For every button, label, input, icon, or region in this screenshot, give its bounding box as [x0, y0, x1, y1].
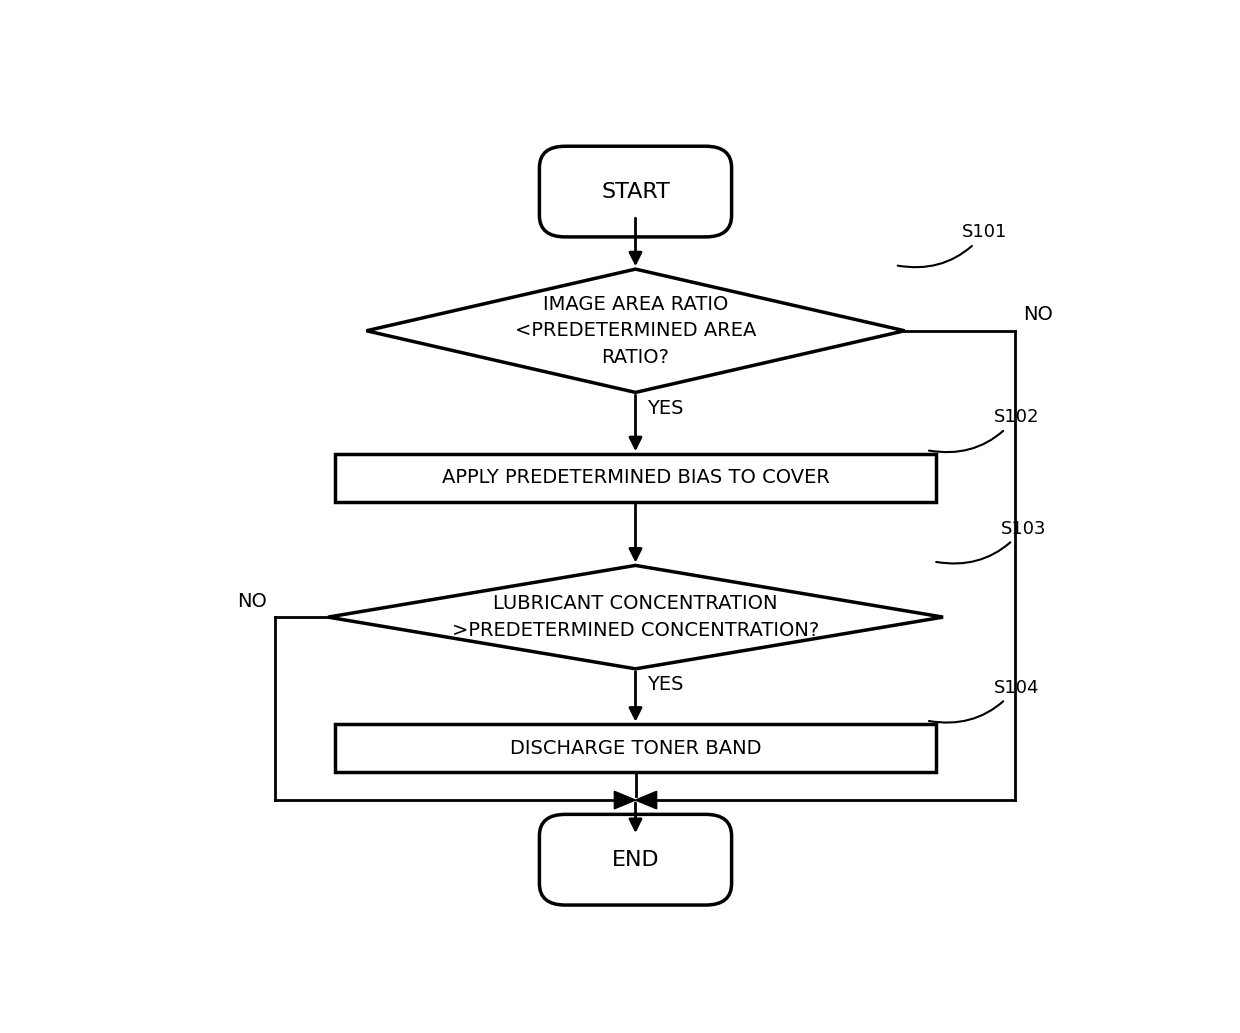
Text: S102: S102 — [929, 408, 1039, 452]
Bar — [335, 724, 936, 773]
Polygon shape — [614, 791, 635, 809]
Polygon shape — [367, 270, 905, 393]
Text: S101: S101 — [898, 223, 1008, 268]
Text: YES: YES — [647, 399, 683, 417]
FancyBboxPatch shape — [539, 814, 732, 905]
Text: APPLY PREDETERMINED BIAS TO COVER: APPLY PREDETERMINED BIAS TO COVER — [441, 468, 830, 488]
Text: YES: YES — [647, 676, 683, 694]
Polygon shape — [635, 791, 657, 809]
Bar — [335, 455, 936, 502]
Text: DISCHARGE TONER BAND: DISCHARGE TONER BAND — [510, 739, 761, 758]
Polygon shape — [327, 565, 944, 668]
Text: IMAGE AREA RATIO
<PREDETERMINED AREA
RATIO?: IMAGE AREA RATIO <PREDETERMINED AREA RAT… — [515, 294, 756, 367]
Text: S104: S104 — [929, 679, 1039, 723]
FancyBboxPatch shape — [539, 147, 732, 237]
Text: NO: NO — [238, 592, 268, 611]
Text: END: END — [611, 850, 660, 870]
Text: NO: NO — [1023, 306, 1053, 324]
Text: START: START — [601, 182, 670, 201]
Text: LUBRICANT CONCENTRATION
>PREDETERMINED CONCENTRATION?: LUBRICANT CONCENTRATION >PREDETERMINED C… — [451, 594, 820, 639]
Text: S103: S103 — [936, 520, 1047, 564]
